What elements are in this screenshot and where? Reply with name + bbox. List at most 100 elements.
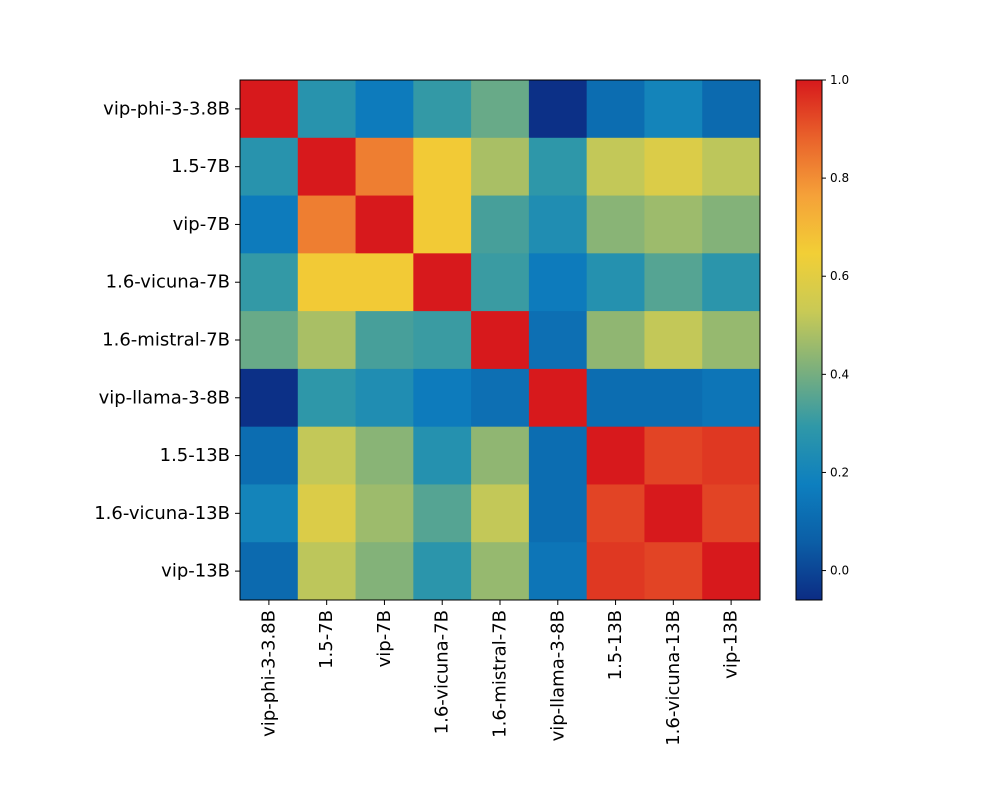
heatmap-cell <box>240 80 299 139</box>
y-tick-label: 1.6-mistral-7B <box>102 330 230 351</box>
x-tick-labels: vip-phi-3-3.8B 1.5-7B vip-7B 1.6-vicuna-7B 1… <box>258 600 742 746</box>
heatmap-cell <box>355 195 414 254</box>
heatmap-cell <box>471 137 530 197</box>
y-tick-label: vip-llama-3-8B <box>99 387 230 408</box>
heatmap-cell <box>702 137 761 197</box>
heatmap-cell <box>644 542 703 601</box>
heatmap-cell <box>413 195 472 254</box>
heatmap-cell <box>297 195 357 254</box>
heatmap-cell <box>644 137 703 197</box>
colorbar-tick-label: 0.0 <box>830 564 849 578</box>
x-tick-label: 1.5-13B <box>605 610 626 680</box>
heatmap-cell <box>297 253 357 312</box>
heatmap-cell <box>355 542 414 601</box>
heatmap-cell <box>644 426 703 485</box>
heatmap-cell <box>644 311 703 370</box>
heatmap-cell <box>586 253 645 312</box>
heatmap-cell <box>413 253 472 312</box>
colorbar-tick-label: 0.8 <box>830 171 849 185</box>
heatmap-cell <box>297 311 357 370</box>
heatmap-cell <box>586 195 645 254</box>
heatmap-cell <box>528 542 588 601</box>
heatmap-cells <box>240 80 761 601</box>
heatmap-cell <box>471 195 530 254</box>
heatmap-cell <box>471 80 530 139</box>
heatmap-cell <box>702 80 761 139</box>
y-tick-labels: vip-phi-3-3.8B 1.5-7B vip-7B 1.6-vicuna-7B 1… <box>94 98 240 582</box>
heatmap-cell <box>528 484 588 543</box>
heatmap-cell <box>586 368 645 428</box>
heatmap-cell <box>297 426 357 485</box>
heatmap-cell <box>702 426 761 485</box>
heatmap-cell <box>413 426 472 485</box>
heatmap-cell <box>586 311 645 370</box>
heatmap-cell <box>644 195 703 254</box>
heatmap-cell <box>528 253 588 312</box>
heatmap-cell <box>644 80 703 139</box>
heatmap-cell <box>297 368 357 428</box>
heatmap-cell <box>528 368 588 428</box>
x-tick-label: 1.6-mistral-7B <box>490 610 511 738</box>
heatmap-cell <box>297 80 357 139</box>
heatmap-cell <box>644 253 703 312</box>
y-tick-label: vip-7B <box>173 214 230 235</box>
heatmap-cell <box>471 426 530 485</box>
heatmap-cell <box>297 542 357 601</box>
heatmap-cell <box>528 195 588 254</box>
heatmap-cell <box>586 137 645 197</box>
x-tick-label: 1.6-vicuna-13B <box>663 610 684 746</box>
x-tick-label: vip-13B <box>721 610 742 679</box>
heatmap-cell <box>586 426 645 485</box>
heatmap-cell <box>471 253 530 312</box>
heatmap-cell <box>586 80 645 139</box>
heatmap-cell <box>240 195 299 254</box>
heatmap-cell <box>528 311 588 370</box>
colorbar-tick-label: 0.2 <box>830 465 849 479</box>
heatmap-cell <box>471 368 530 428</box>
heatmap-cell <box>413 137 472 197</box>
heatmap-cell <box>586 484 645 543</box>
x-tick-label: 1.6-vicuna-7B <box>432 610 453 734</box>
heatmap-cell <box>413 368 472 428</box>
heatmap-cell <box>240 542 299 601</box>
heatmap-cell <box>644 484 703 543</box>
heatmap-cell <box>355 484 414 543</box>
heatmap-cell <box>644 368 703 428</box>
heatmap-cell <box>471 484 530 543</box>
colorbar-ticks: 0.0 0.2 0.4 0.6 0.8 1.0 <box>822 73 849 578</box>
y-tick-label: 1.6-vicuna-13B <box>94 503 230 524</box>
x-tick-label: 1.5-7B <box>316 610 337 669</box>
y-tick-label: 1.5-13B <box>160 445 230 466</box>
heatmap-cell <box>528 137 588 197</box>
heatmap-cell <box>702 542 761 601</box>
y-tick-label: vip-13B <box>161 561 230 582</box>
heatmap-cell <box>528 80 588 139</box>
heatmap-cell <box>702 368 761 428</box>
heatmap-cell <box>240 311 299 370</box>
heatmap-cell <box>297 484 357 543</box>
heatmap-cell <box>240 484 299 543</box>
heatmap-cell <box>355 137 414 197</box>
heatmap-cell <box>702 484 761 543</box>
colorbar-tick-label: 1.0 <box>830 73 849 87</box>
heatmap-cell <box>297 137 357 197</box>
y-tick-label: vip-phi-3-3.8B <box>103 98 230 119</box>
heatmap-cell <box>586 542 645 601</box>
heatmap-cell <box>702 195 761 254</box>
heatmap-cell <box>355 368 414 428</box>
colorbar <box>795 79 823 601</box>
heatmap-cell <box>355 80 414 139</box>
heatmap-cell <box>355 311 414 370</box>
heatmap-cell <box>471 311 530 370</box>
x-tick-label: vip-llama-3-8B <box>547 610 568 741</box>
heatmap-cell <box>413 484 472 543</box>
x-tick-label: vip-phi-3-3.8B <box>258 610 279 737</box>
heatmap-cell <box>413 311 472 370</box>
y-tick-label: 1.6-vicuna-7B <box>106 272 230 293</box>
heatmap-cell <box>702 253 761 312</box>
heatmap-cell <box>240 137 299 197</box>
heatmap-cell <box>702 311 761 370</box>
heatmap-cell <box>240 253 299 312</box>
heatmap-cell <box>355 253 414 312</box>
y-tick-label: 1.5-7B <box>171 156 230 177</box>
